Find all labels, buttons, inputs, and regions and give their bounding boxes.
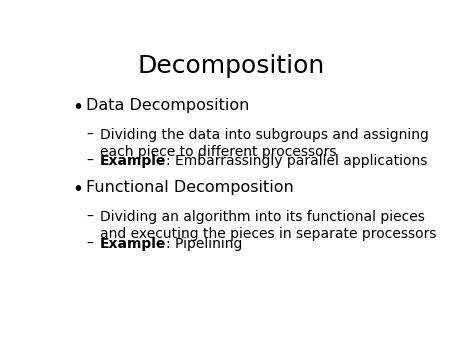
- Text: –: –: [86, 210, 93, 224]
- Text: •: •: [72, 98, 83, 117]
- Text: Dividing an algorithm into its functional pieces
and executing the pieces in sep: Dividing an algorithm into its functiona…: [100, 210, 436, 241]
- Text: Dividing the data into subgroups and assigning
each piece to different processor: Dividing the data into subgroups and ass…: [100, 128, 429, 159]
- Text: Data Decomposition: Data Decomposition: [86, 98, 249, 113]
- Text: Decomposition: Decomposition: [137, 54, 324, 78]
- Text: Example: Example: [100, 154, 166, 168]
- Text: : Embarrassingly parallel applications: : Embarrassingly parallel applications: [166, 154, 428, 168]
- Text: Functional Decomposition: Functional Decomposition: [86, 180, 294, 195]
- Text: •: •: [72, 180, 83, 199]
- Text: –: –: [86, 128, 93, 142]
- Text: –: –: [86, 154, 93, 168]
- Text: : Pipelining: : Pipelining: [166, 237, 243, 251]
- Text: –: –: [86, 237, 93, 251]
- Text: Example: Example: [100, 237, 166, 251]
